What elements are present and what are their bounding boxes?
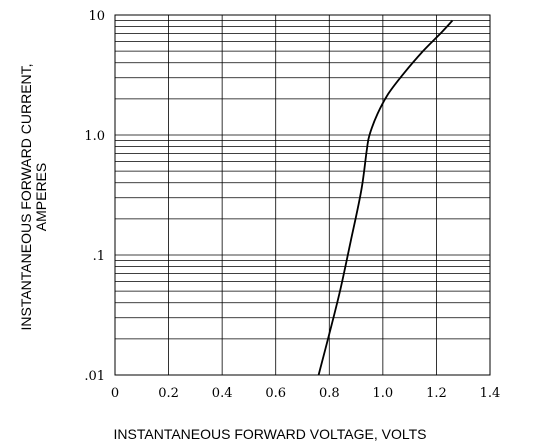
x-tick-label: 1.0 [373,386,394,401]
y-tick-label: .1 [93,249,105,264]
series-line [317,19,454,376]
x-tick-label: 0.4 [212,386,233,401]
grid-layer [114,14,491,376]
x-tick-label: 0 [111,386,119,401]
y-axis-label: INSTANTANEOUS FORWARD CURRENT, AMPERES [18,63,49,330]
y-axis-label-line-1: INSTANTANEOUS FORWARD CURRENT, [18,63,34,330]
x-tick-label: 0.2 [158,386,179,401]
y-tick-label: 1.0 [84,129,105,144]
x-tick-label: 0.6 [265,386,286,401]
x-axis-label: INSTANTANEOUS FORWARD VOLTAGE, VOLTS [114,426,427,442]
y-tick-label: 10 [88,9,105,24]
y-axis-label-line-2: AMPERES [33,163,49,231]
curve-layer [317,19,454,376]
x-tick-label: 1.2 [426,386,447,401]
x-tick-label: 1.4 [480,386,501,401]
y-tick-label: .01 [84,369,105,384]
x-tick-label: 0.8 [319,386,340,401]
tick-layer: 0 0.2 0.4 0.6 0.8 1.0 1.2 1.4 .01 .1 1.0 10 [84,9,500,401]
plot-frame [114,14,491,376]
